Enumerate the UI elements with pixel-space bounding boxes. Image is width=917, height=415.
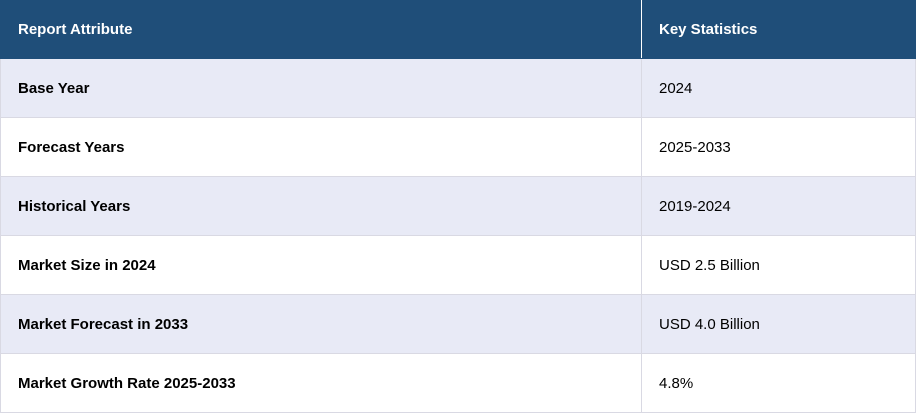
value-cell: 4.8% (641, 353, 916, 413)
attribute-cell: Market Forecast in 2033 (0, 294, 642, 354)
value-cell: 2024 (641, 58, 916, 118)
attribute-cell: Base Year (0, 58, 642, 118)
value-cell: USD 2.5 Billion (641, 235, 916, 295)
attribute-cell: Historical Years (0, 176, 642, 236)
header-cell: Key Statistics (641, 0, 916, 59)
value-cell: 2019-2024 (641, 176, 916, 236)
table-row: Market Growth Rate 2025-2033 4.8% (0, 353, 916, 413)
table-row: Market Size in 2024 USD 2.5 Billion (0, 235, 916, 295)
header-cell: Report Attribute (0, 0, 642, 59)
value-cell: 2025-2033 (641, 117, 916, 177)
table-row: Forecast Years 2025-2033 (0, 117, 916, 177)
table-row: Base Year 2024 (0, 58, 916, 118)
attribute-cell: Forecast Years (0, 117, 642, 177)
attribute-cell: Market Size in 2024 (0, 235, 642, 295)
table-row: Historical Years 2019-2024 (0, 176, 916, 236)
attribute-cell: Market Growth Rate 2025-2033 (0, 353, 642, 413)
table-row: Market Forecast in 2033 USD 4.0 Billion (0, 294, 916, 354)
value-cell: USD 4.0 Billion (641, 294, 916, 354)
header-row: Report Attribute Key Statistics (0, 0, 916, 59)
